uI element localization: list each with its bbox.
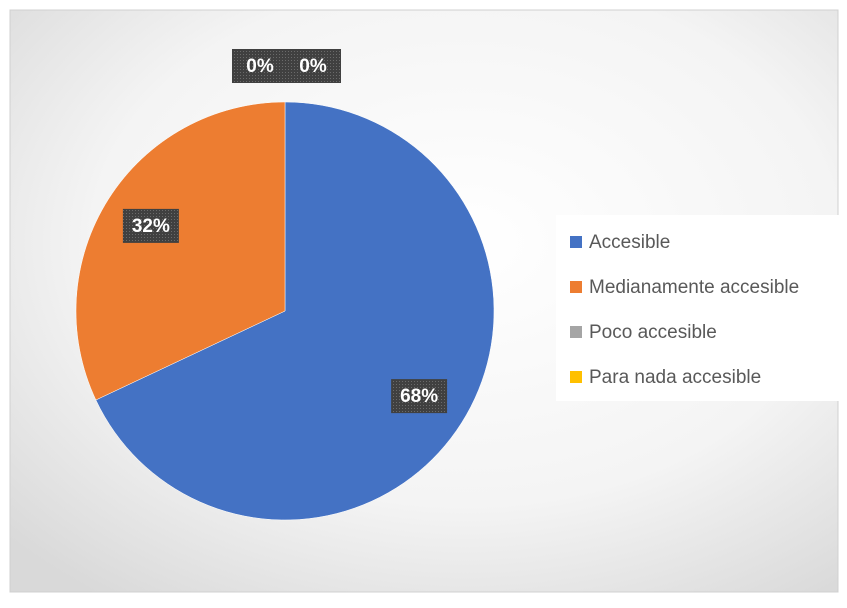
data-label-box [391,379,448,414]
data-label: 32% [132,216,170,237]
legend-swatch [570,281,582,293]
legend-swatch [570,236,582,248]
legend-label: Accesible [589,232,670,253]
legend-label: Para nada accesible [589,367,761,388]
data-label-box [285,49,341,83]
data-label: 0% [246,56,274,77]
legend-box [556,215,844,401]
pie-slice [95,101,495,521]
data-label-box [122,208,179,243]
data-label: 68% [400,386,438,407]
pie-slice [75,101,286,401]
legend-label: Poco accesible [589,322,717,343]
legend-swatch [570,371,582,383]
data-label: 0% [299,56,327,77]
data-label-box [232,49,288,83]
legend-swatch [570,326,582,338]
legend-label: Medianamente accesible [589,277,799,298]
